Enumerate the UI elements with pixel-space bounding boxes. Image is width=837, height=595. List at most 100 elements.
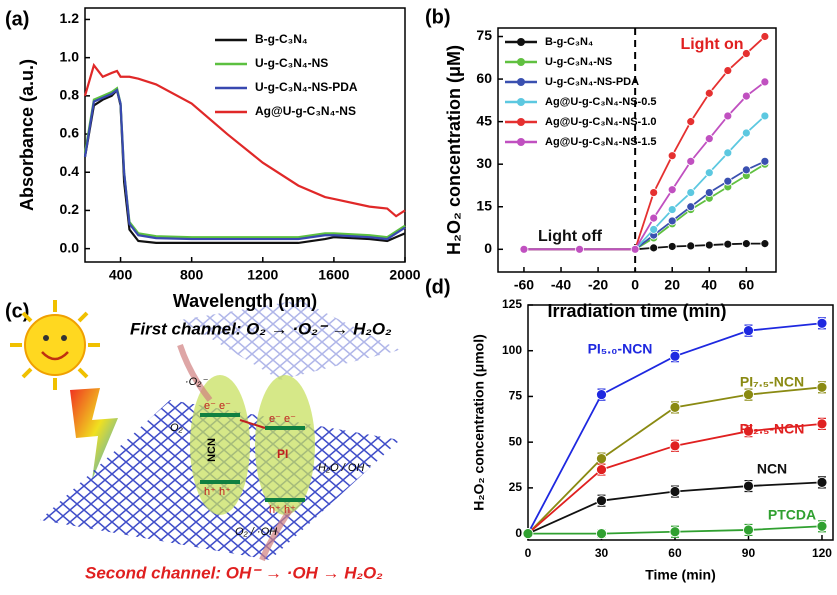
data-point [817, 382, 827, 392]
data-point [761, 112, 769, 120]
legend-label: Ag@U-g-C₃N₄-NS [255, 104, 356, 118]
panel-label: (d) [425, 276, 451, 298]
legend-label: U-g-C₃N₄-NS-PDA [255, 80, 358, 94]
legend-label: U-g-C₃N₄-NS-PDA [545, 76, 639, 88]
pi-ellipse [255, 375, 315, 515]
x-tick-label: 0 [631, 277, 639, 293]
legend-marker [517, 38, 525, 46]
data-point [742, 166, 750, 174]
data-point [724, 177, 732, 185]
data-point [817, 318, 827, 328]
x-tick-label: 1200 [247, 267, 278, 283]
diagram-label: PI [277, 447, 288, 461]
data-point [817, 477, 827, 487]
data-point [705, 89, 713, 97]
data-point [668, 186, 676, 194]
data-point [596, 390, 606, 400]
data-point [817, 521, 827, 531]
data-point [761, 78, 769, 86]
diagram-label: ·O₂⁻ [185, 376, 208, 388]
diagram-label: NCN [206, 438, 218, 462]
legend-marker [517, 118, 525, 126]
data-point [743, 481, 753, 491]
data-point [724, 112, 732, 120]
legend-label: U-g-C₃N₄-NS [255, 56, 328, 70]
x-tick-label: 20 [664, 277, 680, 293]
data-point [761, 157, 769, 165]
data-point [724, 67, 732, 75]
data-point [705, 189, 713, 197]
data-point [650, 189, 658, 197]
legend-marker [517, 58, 525, 66]
legend-label: B-g-C₃N₄ [255, 32, 308, 46]
x-tick-label: 800 [180, 267, 204, 283]
data-point [596, 454, 606, 464]
y-tick-label: 0 [484, 240, 492, 256]
data-point [687, 118, 695, 126]
data-point [761, 240, 769, 248]
y-axis-title: H₂O₂ concentration (μmol) [471, 334, 487, 511]
series-label: PI₇.₅-NCN [740, 374, 804, 390]
data-point [742, 240, 750, 248]
x-tick-label: 1600 [318, 267, 349, 283]
y-tick-label: 45 [476, 112, 492, 128]
y-tick-label: 0.8 [60, 87, 80, 103]
material-sheet [180, 300, 400, 380]
data-point [705, 169, 713, 177]
plot-frame [85, 8, 405, 262]
data-point [743, 390, 753, 400]
y-tick-label: 0.4 [60, 163, 80, 179]
series-label: PI₅.₀-NCN [588, 341, 653, 357]
data-point [687, 189, 695, 197]
panel-label: (a) [5, 8, 29, 30]
data-point [670, 487, 680, 497]
data-point [650, 244, 658, 252]
y-axis-title: Absorbance (a.u.) [17, 59, 37, 211]
data-point [668, 242, 676, 250]
diagram: (c) ·O₂⁻ O₂ NCN PI e⁻ e⁻ e⁻ e⁻ h⁺ h⁺ h⁺ … [5, 300, 400, 582]
data-point [523, 529, 533, 539]
data-point [687, 203, 695, 211]
data-point [596, 465, 606, 475]
y-tick-label: 0.0 [60, 239, 80, 255]
series-label: PI₂.₅-NCN [740, 421, 805, 437]
data-point [724, 149, 732, 157]
y-tick-label: 1.0 [60, 48, 80, 64]
x-tick-label: 60 [739, 277, 755, 293]
x-axis-title: Time (min) [645, 567, 716, 583]
panel-label: (b) [425, 6, 451, 28]
data-point [687, 157, 695, 165]
data-point [724, 240, 732, 248]
legend-label: U-g-C₃N₄-NS [545, 56, 612, 68]
y-tick-label: 75 [476, 27, 492, 43]
x-tick-label: 0 [525, 546, 532, 560]
y-tick-label: 0 [515, 526, 522, 540]
x-tick-label: -40 [551, 277, 571, 293]
y-tick-label: 15 [476, 197, 492, 213]
diagram-label: O₂ / ·OH [235, 526, 277, 538]
data-point [743, 525, 753, 535]
legend-label: Ag@U-g-C₃N₄-NS-0.5 [545, 96, 657, 108]
data-point [596, 496, 606, 506]
data-point [576, 245, 584, 253]
first-channel: First channel: O₂ → ·O₂⁻ → H₂O₂ [130, 319, 392, 338]
diagram-label: h⁺ h⁺ [269, 504, 296, 516]
data-point [668, 152, 676, 160]
diagram-label: e⁻ e⁻ [204, 400, 231, 412]
x-tick-label: -20 [588, 277, 608, 293]
data-point [761, 33, 769, 41]
data-point [650, 214, 658, 222]
figure: (c) ·O₂⁻ O₂ NCN PI e⁻ e⁻ e⁻ e⁻ h⁺ h⁺ h⁺ … [0, 0, 837, 590]
annotation: Light off [538, 228, 603, 245]
data-point [596, 529, 606, 539]
data-point [670, 527, 680, 537]
data-point [670, 441, 680, 451]
x-tick-label: 60 [668, 546, 682, 560]
legend-marker [517, 98, 525, 106]
data-point [705, 135, 713, 143]
legend-marker [517, 78, 525, 86]
y-tick-label: 125 [502, 297, 522, 311]
series-label: PTCDA [768, 507, 816, 523]
data-point [650, 225, 658, 233]
data-point [743, 326, 753, 336]
